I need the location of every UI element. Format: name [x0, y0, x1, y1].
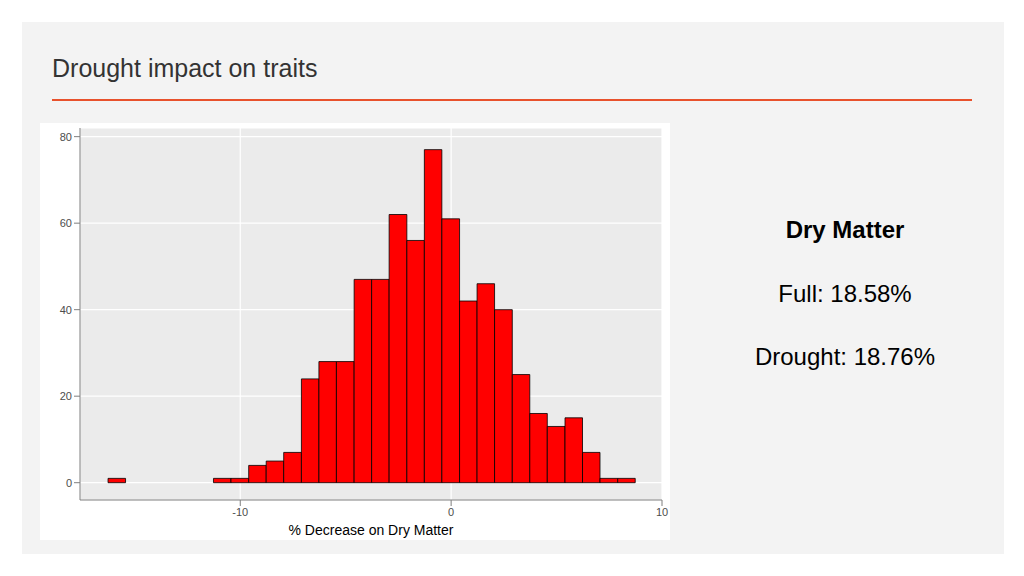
svg-text:20: 20: [60, 390, 72, 402]
svg-text:10: 10: [656, 506, 668, 518]
svg-text:0: 0: [66, 477, 72, 489]
svg-text:0: 0: [448, 506, 454, 518]
svg-text:-10: -10: [232, 506, 248, 518]
svg-text:40: 40: [60, 304, 72, 316]
html-text:Full: 18.58%: Full: 18.58%: [778, 280, 912, 307]
html-text:Dry Matter: Dry Matter: [785, 216, 905, 243]
html-text:Drought: 18.76%: Drought: 18.76%: [754, 343, 936, 370]
svg-text:80: 80: [60, 131, 72, 143]
svg-text:% Decrease on Dry Matter: % Decrease on Dry Matter: [289, 522, 454, 538]
html-text:Drought impact on traits: Drought impact on traits: [52, 54, 318, 82]
svg-text:60: 60: [60, 217, 72, 229]
